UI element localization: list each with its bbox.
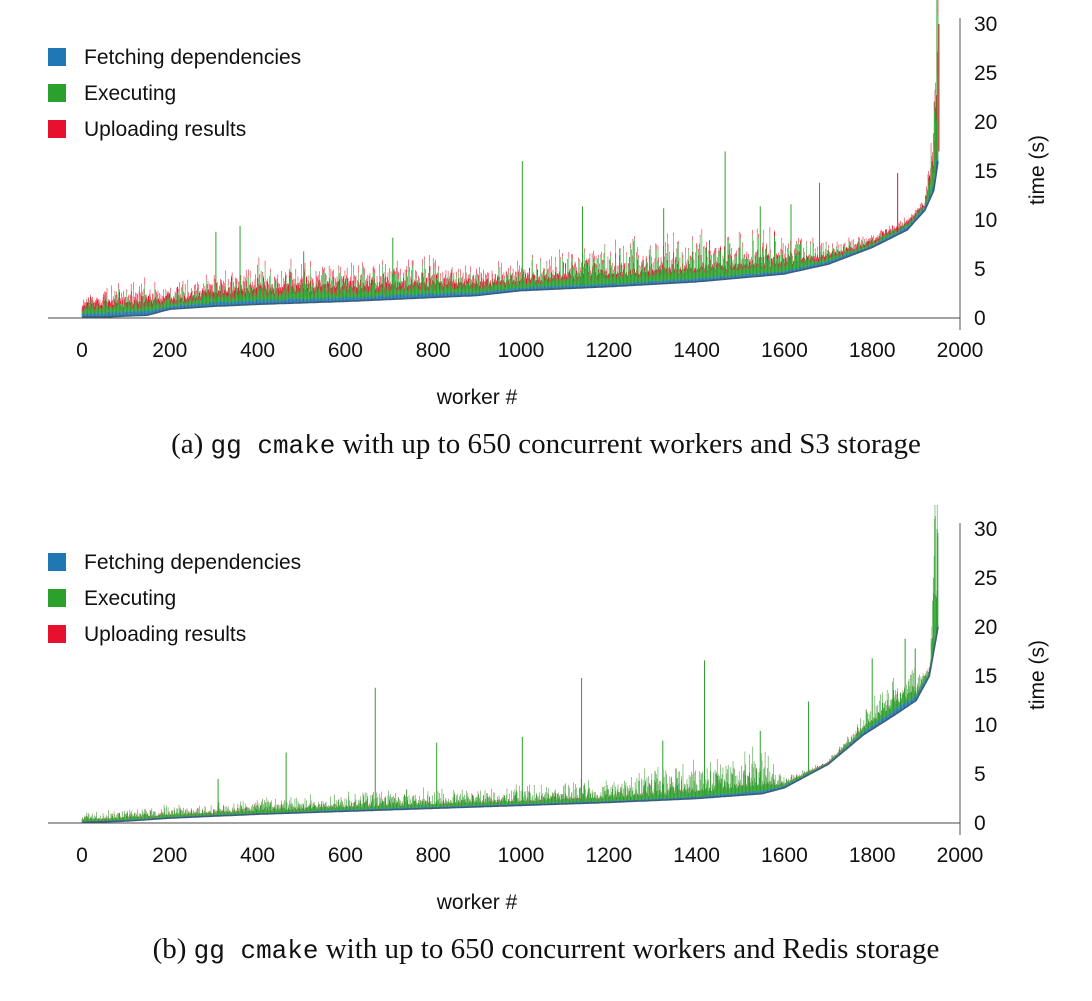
figure-a: 0 200 400 600 800 1000 1200 1400 1600 1800 2000 0 5 1… [0, 0, 1092, 480]
chart-a: 0 200 400 600 800 1000 1200 1400 1600 1800 2000051… [48, 0, 1049, 409]
bars [81, 0, 940, 318]
